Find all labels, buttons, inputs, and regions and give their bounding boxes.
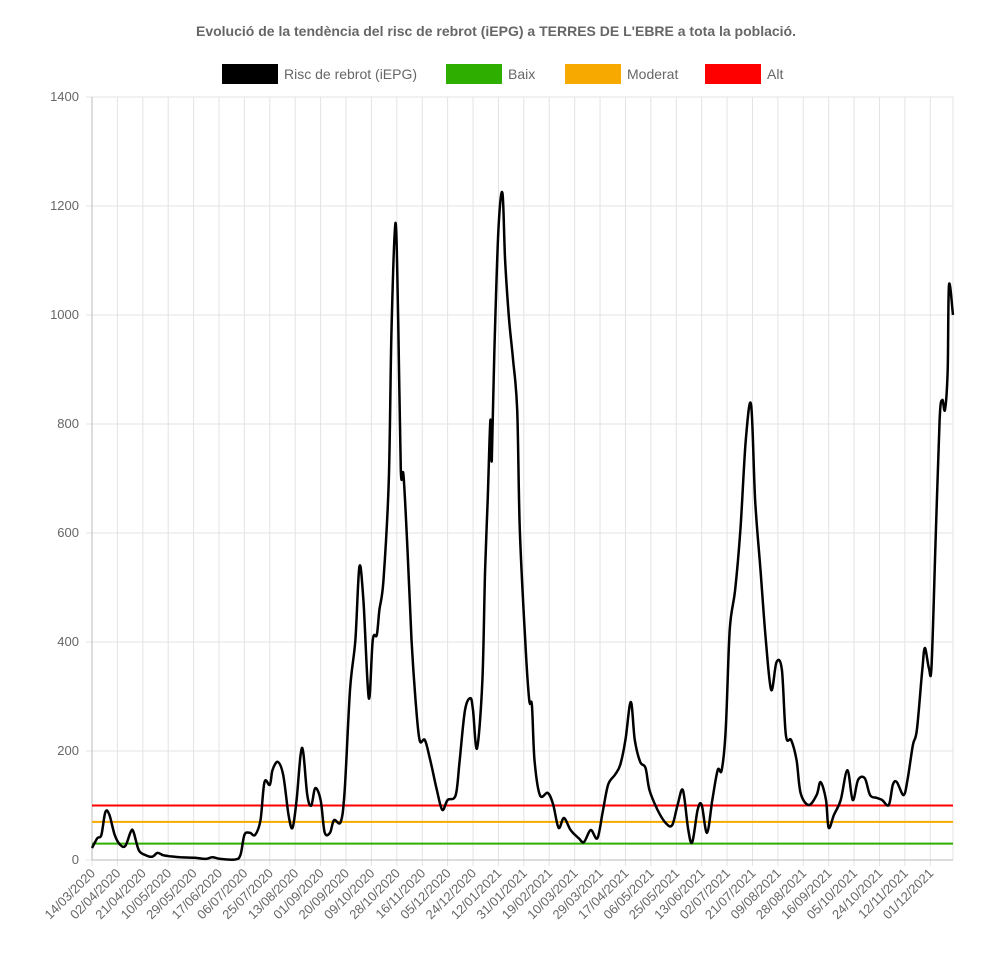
legend: Risc de rebrot (iEPG) Baix Moderat Alt xyxy=(222,64,783,84)
legend-swatch-3 xyxy=(705,64,761,84)
y-tick-label: 200 xyxy=(57,743,79,758)
y-tick-label: 1000 xyxy=(50,307,79,322)
grid xyxy=(86,96,954,866)
legend-swatch-1 xyxy=(446,64,502,84)
y-tick-label: 600 xyxy=(57,525,79,540)
x-axis: 14/03/202002/04/202021/04/202010/05/2020… xyxy=(41,859,953,922)
legend-label: Alt xyxy=(767,66,783,82)
y-tick-label: 0 xyxy=(72,852,79,867)
chart-title: Evolució de la tendència del risc de reb… xyxy=(196,23,796,39)
legend-label: Baix xyxy=(508,66,535,82)
series xyxy=(90,190,955,861)
series-line-iepg xyxy=(90,190,955,861)
y-tick-label: 400 xyxy=(57,634,79,649)
legend-label: Moderat xyxy=(627,66,678,82)
y-tick-label: 1200 xyxy=(50,198,79,213)
legend-swatch-2 xyxy=(565,64,621,84)
legend-label: Risc de rebrot (iEPG) xyxy=(284,66,417,82)
y-tick-label: 800 xyxy=(57,416,79,431)
y-axis: 0 200 400 600 800 1000 1200 1400 xyxy=(50,89,93,867)
legend-swatch-0 xyxy=(222,64,278,84)
threshold-lines xyxy=(92,804,953,845)
y-tick-label: 1400 xyxy=(50,89,79,104)
